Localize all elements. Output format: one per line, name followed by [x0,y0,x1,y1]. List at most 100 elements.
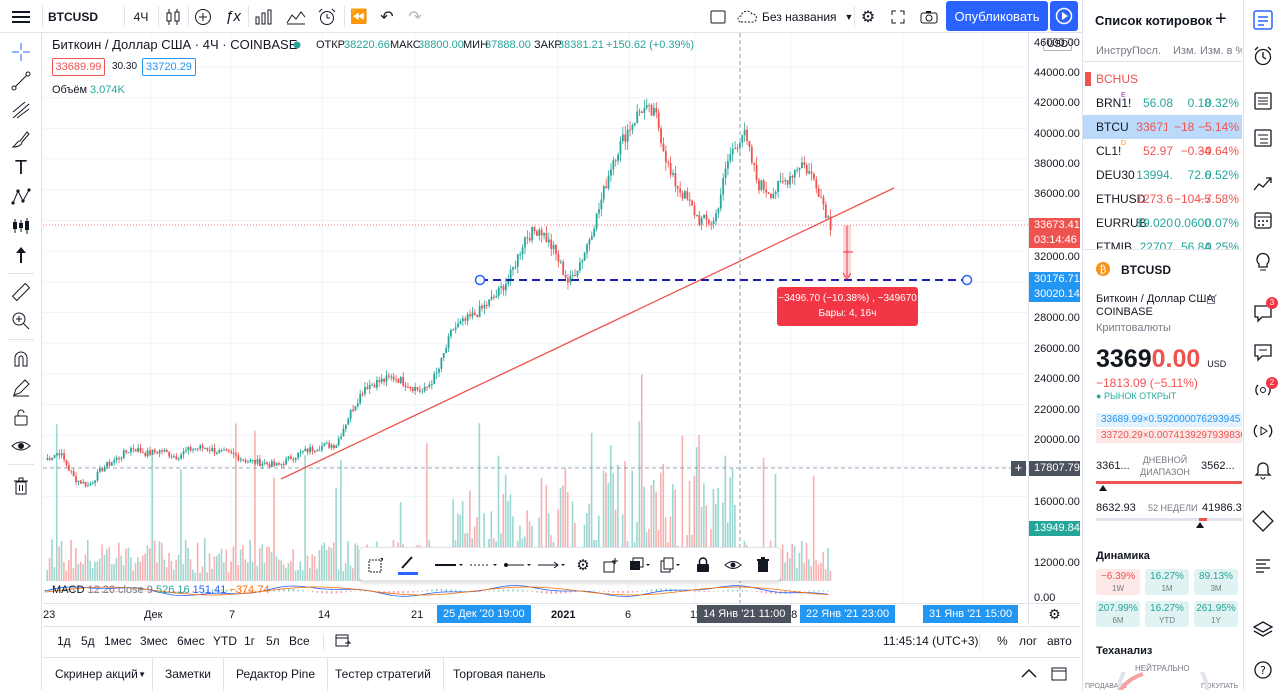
notifications-bell-icon[interactable] [1250,456,1276,482]
watchlist-row[interactable]: BRN1! E 56.08 0.18 0.32% [1083,91,1242,115]
auto-scale-toggle[interactable]: авто [1047,634,1072,648]
template-icon[interactable] [362,548,390,582]
watchlist-row-partial[interactable]: BCHUS [1083,67,1242,89]
watchlist-row[interactable]: FTMIB 22707 56.84 0.25% [1083,235,1242,249]
lock-icon[interactable] [6,404,36,430]
clock-time[interactable]: 11:45:14 (UTC+3) [883,634,979,648]
performance-box[interactable]: 261.95% 1Y [1194,601,1238,627]
log-scale-toggle[interactable]: лог [1019,634,1038,648]
alert-add-icon[interactable] [596,548,626,582]
line-end-icon[interactable] [534,548,568,582]
dynamics-title[interactable]: Динамика [1096,550,1150,562]
col-change[interactable]: Изм. [1173,45,1197,57]
watchlist-row[interactable]: ETHUSD 1273.6 −104.5 −7.58% [1083,187,1242,211]
brush-icon[interactable] [6,126,36,152]
symbol-search-button[interactable]: BTCUSD [48,9,98,24]
col-change-pct[interactable]: Изм. в % [1200,45,1242,57]
range-1m[interactable]: 1мес [104,634,132,648]
performance-box[interactable]: 16.27% YTD [1145,601,1189,627]
messages-icon[interactable] [1250,339,1276,365]
ruler-icon[interactable] [6,279,36,305]
templates-icon[interactable] [282,0,310,33]
data-window-icon[interactable] [1250,172,1276,198]
watchlist-row[interactable]: EURRUB 89.020 0.0600 0.07% [1083,211,1242,235]
alert-icon[interactable] [312,0,342,33]
range-5d[interactable]: 5д [81,634,95,648]
candle-style-icon[interactable] [160,0,186,33]
col-last[interactable]: Посл. [1132,45,1161,57]
tab-stock-screener[interactable]: Скринер акций ▼ [43,658,153,691]
line-handle[interactable] [961,274,973,286]
zoom-in-icon[interactable] [6,308,36,334]
line-width-icon[interactable] [430,548,468,582]
line-style-icon[interactable] [468,548,498,582]
range-6m[interactable]: 6мес [177,634,205,648]
tab-notes[interactable]: Заметки [153,658,224,691]
crosshair-icon[interactable] [6,39,36,65]
line-start-icon[interactable] [500,548,534,582]
lock-drawing-icon[interactable] [688,548,718,582]
arrow-up-icon[interactable] [6,242,36,268]
text-tool-icon[interactable]: T [14,156,28,179]
line-color-icon[interactable] [392,548,424,582]
object-tree-icon[interactable] [1250,125,1276,151]
axis-settings-icon[interactable]: ⚙ [1028,603,1080,625]
details-symbol[interactable]: BTCUSD [1121,263,1171,277]
ideas-bulb-icon[interactable] [1250,248,1276,274]
clone-icon[interactable] [656,548,686,582]
maximize-panel-icon[interactable] [1051,667,1067,684]
add-plus-icon[interactable]: + [1011,461,1026,476]
hide-drawing-icon[interactable] [718,548,748,582]
fullscreen-layout-icon[interactable] [704,0,732,33]
tech-analysis-title[interactable]: Теханализ [1096,645,1153,657]
hotlist-icon[interactable] [1250,508,1276,534]
legend-title[interactable]: Биткоин / Доллар США · 4Ч · COINBASE [52,37,298,52]
financials-icon[interactable] [250,0,278,33]
news-icon[interactable] [1250,88,1276,114]
drawing-settings-icon[interactable]: ⚙ [576,557,590,574]
add-symbol-icon[interactable]: + [1215,8,1227,30]
layers-icon[interactable] [1250,617,1276,643]
settings-gear-icon[interactable]: ⚙ [860,8,876,26]
range-ytd[interactable]: YTD [213,634,237,648]
goto-date-icon[interactable] [335,632,352,651]
sell-price-button[interactable]: 33689.99 [52,58,105,76]
calendar-icon[interactable] [1250,207,1276,233]
menu-icon[interactable] [0,0,42,33]
performance-box[interactable]: 89.13% 3M [1194,569,1238,595]
external-link-icon[interactable] [1207,293,1217,307]
expand-icon[interactable] [886,0,910,33]
redo-icon[interactable]: ↷ [408,8,422,26]
watchlist-row[interactable]: CL1! D 52.97 −0.34 −0.64% [1083,139,1242,163]
play-circle-icon[interactable] [1250,418,1276,444]
trash-icon[interactable] [6,473,36,499]
play-icon[interactable] [1050,1,1078,31]
publish-button[interactable]: Опубликовать [946,1,1048,31]
pitchfork-icon[interactable] [6,97,36,123]
camera-icon[interactable] [916,0,942,33]
price-axis[interactable]: USD 46000.00 44000.00 42000.00 40000.00 3800… [1028,33,1080,604]
trend-line[interactable] [280,187,895,480]
percent-scale-toggle[interactable]: % [997,634,1008,648]
col-symbol[interactable]: Инстру [1096,45,1133,57]
collapse-panel-icon[interactable] [1021,667,1037,684]
replay-icon[interactable]: ⏪ [350,8,368,24]
range-1d[interactable]: 1д [57,634,71,648]
indicators-icon[interactable]: ƒx [225,8,241,25]
watchlist-icon[interactable] [1250,7,1276,33]
interval-button[interactable]: 4Ч [133,9,149,24]
eye-icon[interactable] [6,433,36,459]
watchlist-row[interactable]: DEU30 13994. 72.6 0.52% [1083,163,1242,187]
range-5y[interactable]: 5л [266,634,280,648]
performance-box[interactable]: −6.39% 1W [1096,569,1140,595]
details-name[interactable]: Биткоин / Доллар США [1096,293,1214,305]
tab-trading-panel[interactable]: Торговая панель [453,667,546,681]
watchlist-row[interactable]: BTCUSD 33671. −1825. −5.14% [1083,115,1242,139]
performance-box[interactable]: 16.27% 1M [1145,569,1189,595]
undo-icon[interactable]: ↶ [380,8,394,26]
performance-box[interactable]: 207.99% 6M [1096,601,1140,627]
help-icon[interactable]: ? [1250,657,1276,683]
visual-order-icon[interactable] [624,548,656,582]
time-axis[interactable]: 23 Дек 7 14 21 2021 6 11 18 25 Дек '20 1… [43,603,1028,625]
pattern-icon[interactable] [6,184,36,210]
